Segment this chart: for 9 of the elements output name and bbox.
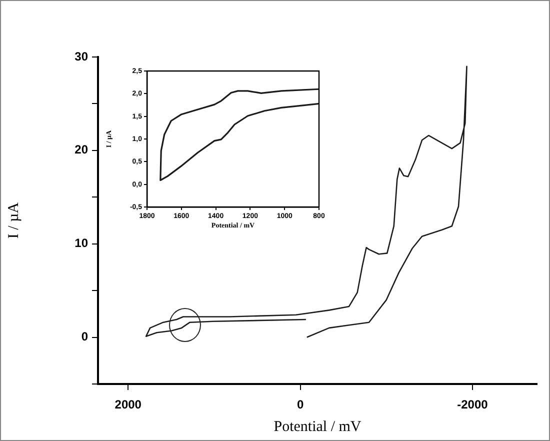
x-tick-label: 2000 <box>114 398 142 412</box>
x-tick-label: -2000 <box>457 398 488 412</box>
y-tick-label: 20 <box>74 142 88 157</box>
y-tick-label: 0 <box>81 330 88 344</box>
y-tick-label: 30 <box>74 49 88 64</box>
x-axis-title: Potential / mV <box>274 418 362 435</box>
y-tick-label: 10 <box>74 236 88 250</box>
y-axis-title: I / µA <box>6 202 22 239</box>
x-tick-label: 0 <box>296 398 304 412</box>
